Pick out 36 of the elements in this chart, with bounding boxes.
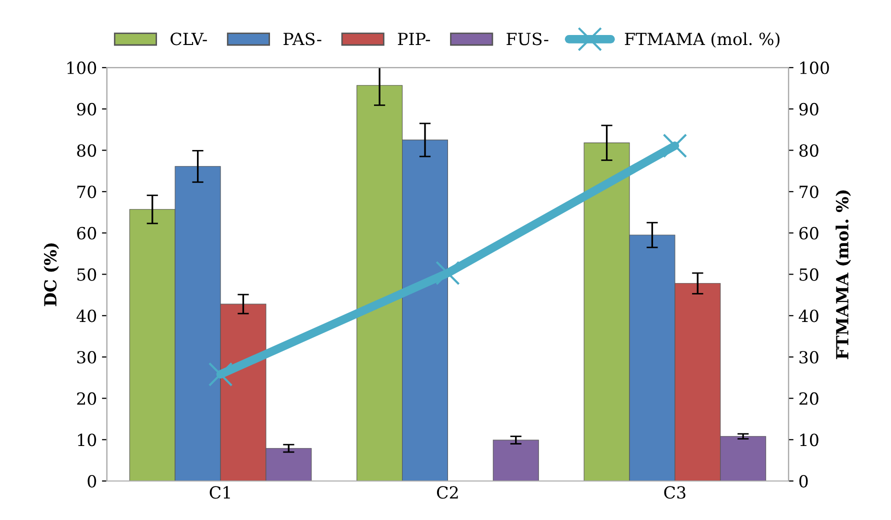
y2-axis-title: FTMAMA (mol. %) [836, 190, 851, 360]
point [662, 134, 688, 158]
legend-label: FUS- [506, 32, 548, 46]
y-axis-title: DC (%) [44, 243, 59, 306]
y-tick-label: 10 [78, 434, 96, 446]
legend-label: FTMAMA (mol. %) [624, 32, 780, 48]
y2-tick-label: 10 [800, 434, 818, 446]
y2-tick-label: 50 [800, 268, 818, 281]
y-tick-label: 100 [67, 62, 96, 74]
x-tick-label: C3 [664, 486, 686, 499]
x-tick-label: C2 [436, 486, 458, 499]
y-tick-label: 70 [77, 186, 96, 198]
bar [492, 440, 539, 481]
y-tick-label: 50 [77, 268, 96, 281]
y2-tick-label: 60 [799, 226, 818, 240]
y2-tick-label: 40 [798, 310, 818, 322]
x-tick-label: C1 [210, 486, 230, 499]
y2-tick-label: 30 [800, 350, 818, 364]
y2-tick-label: 20 [799, 392, 818, 405]
point [436, 260, 460, 286]
point [208, 362, 233, 386]
legend-label: PAS- [284, 32, 322, 46]
y2-tick-label: 70 [800, 186, 818, 198]
y-tick-label: 20 [77, 392, 96, 405]
y-tick-label: 80 [77, 144, 96, 157]
y2-tick-label: 100 [800, 62, 829, 74]
y-tick-label: 90 [77, 102, 96, 116]
y-tick-label: 0 [88, 474, 96, 488]
y2-tick-label: 90 [799, 102, 818, 116]
y-tick-label: 40 [76, 310, 96, 322]
y-tick-label: 30 [77, 350, 96, 364]
legend-label: CLV- [170, 32, 207, 46]
y2-tick-label: 0 [799, 474, 808, 488]
legend-label: PIP- [398, 32, 430, 45]
y-tick-label: 60 [77, 226, 96, 240]
y2-tick-label: 80 [799, 144, 818, 157]
